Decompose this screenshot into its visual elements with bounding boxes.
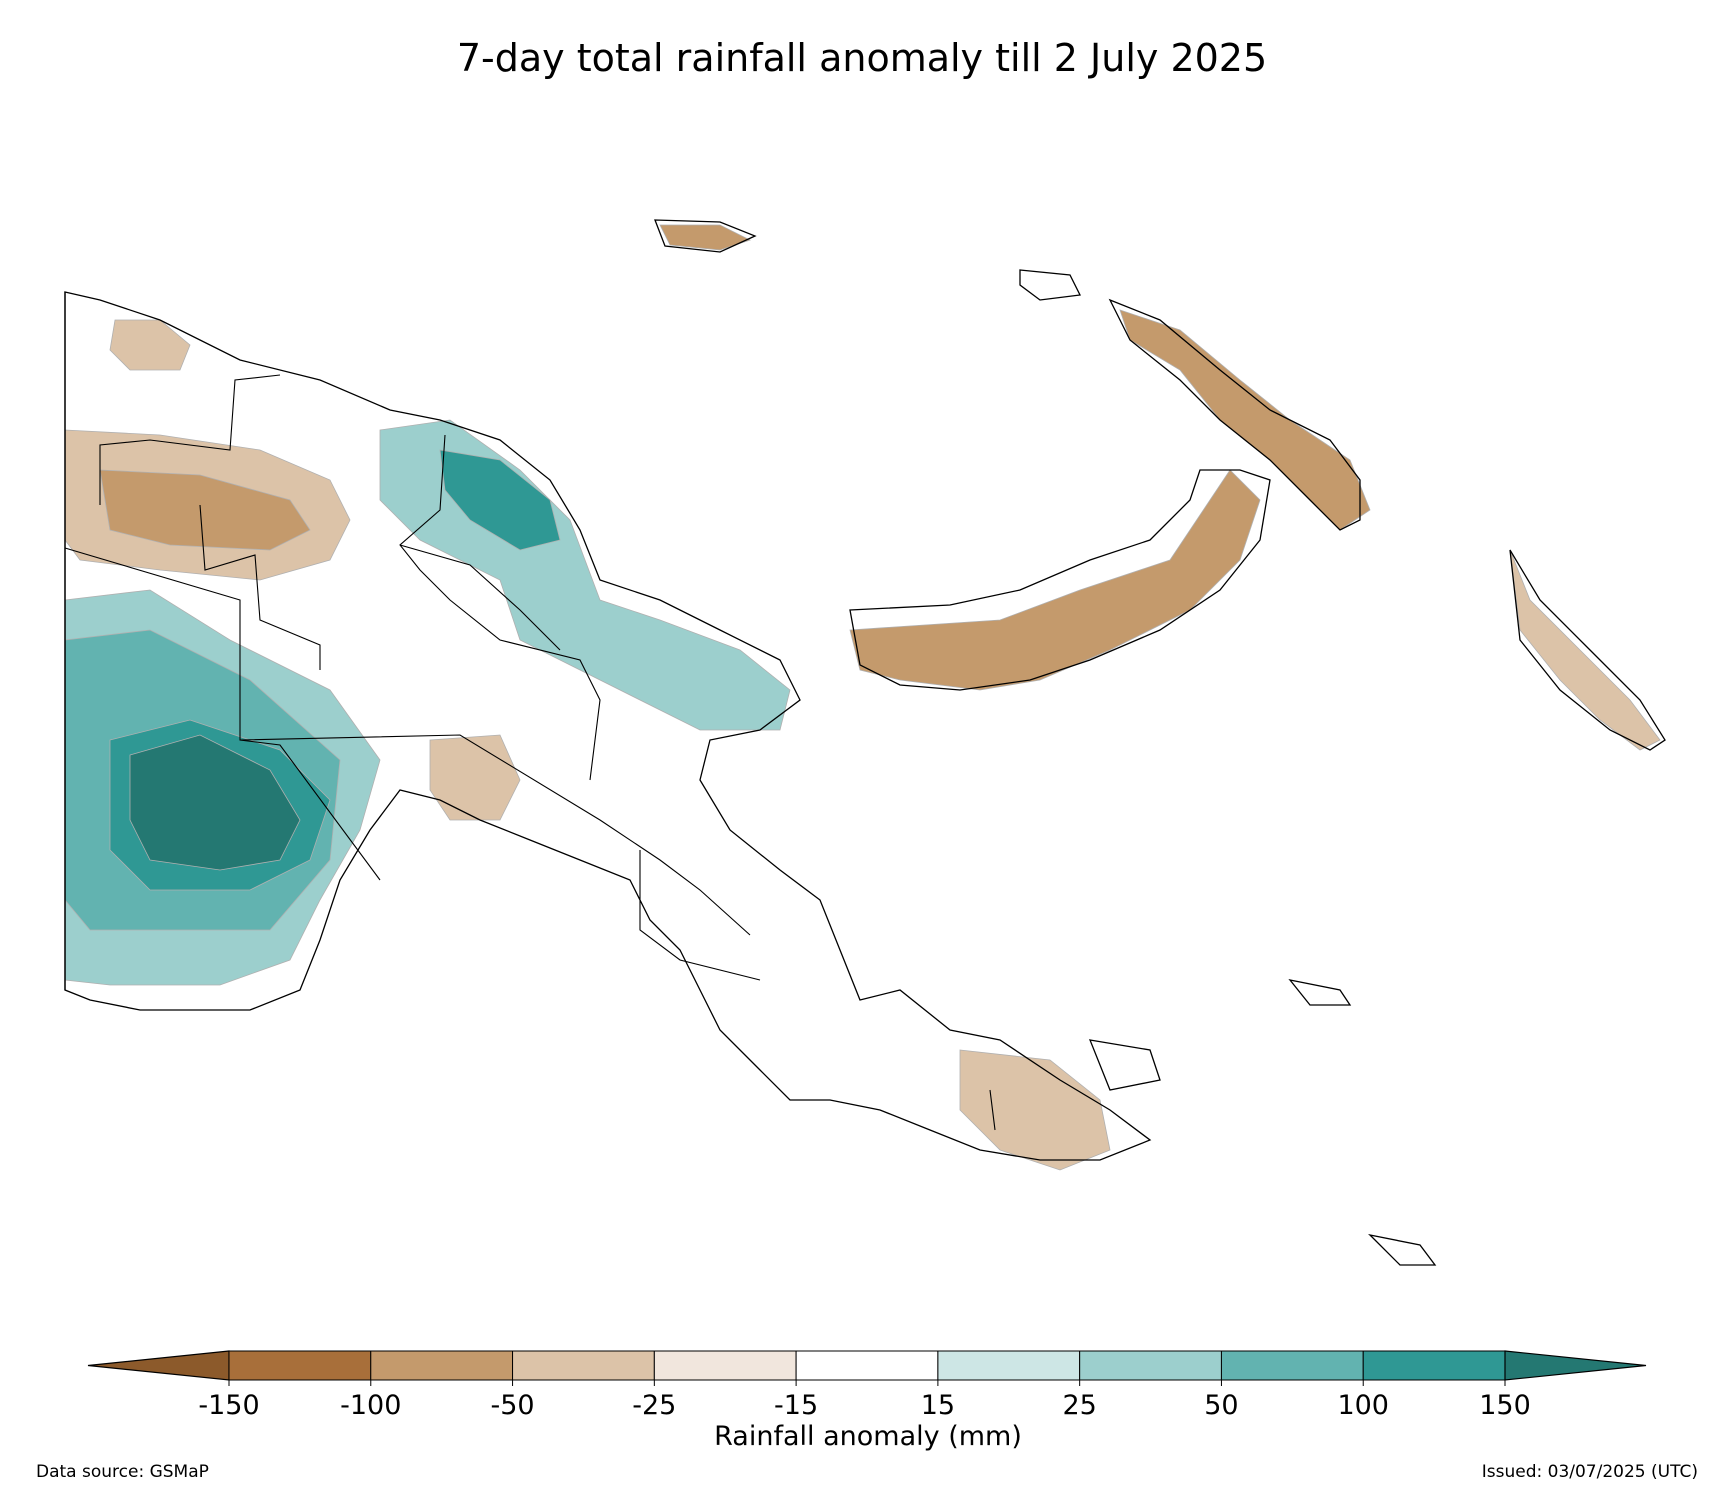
colorbar-swatch bbox=[512, 1350, 655, 1381]
colorbar-label: Rainfall anomaly (mm) bbox=[714, 1421, 1022, 1452]
colorbar-tick-label: 50 bbox=[1204, 1390, 1238, 1421]
colorbar-tick-label: -15 bbox=[774, 1390, 818, 1421]
colorbar-swatch bbox=[1362, 1350, 1506, 1381]
province-border bbox=[399, 434, 601, 781]
colorbar-tick-label: 15 bbox=[921, 1390, 955, 1421]
province-border bbox=[399, 544, 561, 651]
colorbar-tick-label: 150 bbox=[1479, 1390, 1531, 1421]
colorbar-swatch bbox=[937, 1350, 1081, 1381]
new-britain-outline bbox=[849, 469, 1271, 691]
louisiade-outline bbox=[1368, 1233, 1437, 1266]
wet-region-north-coast-core bbox=[439, 449, 561, 551]
wet-region-west-max bbox=[129, 734, 301, 871]
province-border bbox=[199, 504, 321, 670]
manus-outline bbox=[654, 219, 757, 253]
new-hanover-outline bbox=[1019, 269, 1081, 301]
colorbar-tick-label: 100 bbox=[1337, 1390, 1389, 1421]
mainland-outline bbox=[64, 291, 1152, 1161]
issued-date: Issued: 03/07/2025 (UTC) bbox=[1481, 1462, 1698, 1482]
colorbar-tick-label: -50 bbox=[491, 1390, 535, 1421]
colorbar-swatch bbox=[370, 1350, 514, 1381]
dentrecasteaux-outline bbox=[1088, 1039, 1161, 1091]
colorbar-swatch bbox=[1079, 1350, 1222, 1381]
colorbar-swatch bbox=[795, 1350, 939, 1381]
province-border bbox=[639, 850, 761, 981]
colorbar-swatch bbox=[228, 1350, 372, 1381]
colorbar-extend-high bbox=[1504, 1350, 1647, 1381]
colorbar-tick-label: 25 bbox=[1062, 1390, 1096, 1421]
colorbar-tick-label: -25 bbox=[632, 1390, 676, 1421]
colorbar-swatch bbox=[1220, 1350, 1364, 1381]
colorbar-tick-label: -100 bbox=[340, 1390, 401, 1421]
province-border bbox=[239, 734, 751, 936]
woodlark-outline bbox=[1288, 979, 1352, 1006]
new-ireland-outline bbox=[1108, 298, 1361, 531]
colorbar-extend-low bbox=[87, 1350, 230, 1381]
colorbar-tick-label: -150 bbox=[198, 1390, 259, 1421]
province-border bbox=[989, 1089, 996, 1131]
dry-region-northwest-core bbox=[99, 469, 311, 551]
data-source: Data source: GSMaP bbox=[36, 1462, 209, 1482]
province-border bbox=[99, 374, 281, 505]
dry-region-new-britain bbox=[849, 469, 1261, 691]
bougainville-outline bbox=[1509, 549, 1666, 751]
map-title: 7-day total rainfall anomaly till 2 July… bbox=[456, 36, 1268, 80]
dry-region-central bbox=[429, 734, 521, 821]
dry-region-bougainville bbox=[1509, 549, 1661, 751]
colorbar-swatch bbox=[653, 1350, 797, 1381]
